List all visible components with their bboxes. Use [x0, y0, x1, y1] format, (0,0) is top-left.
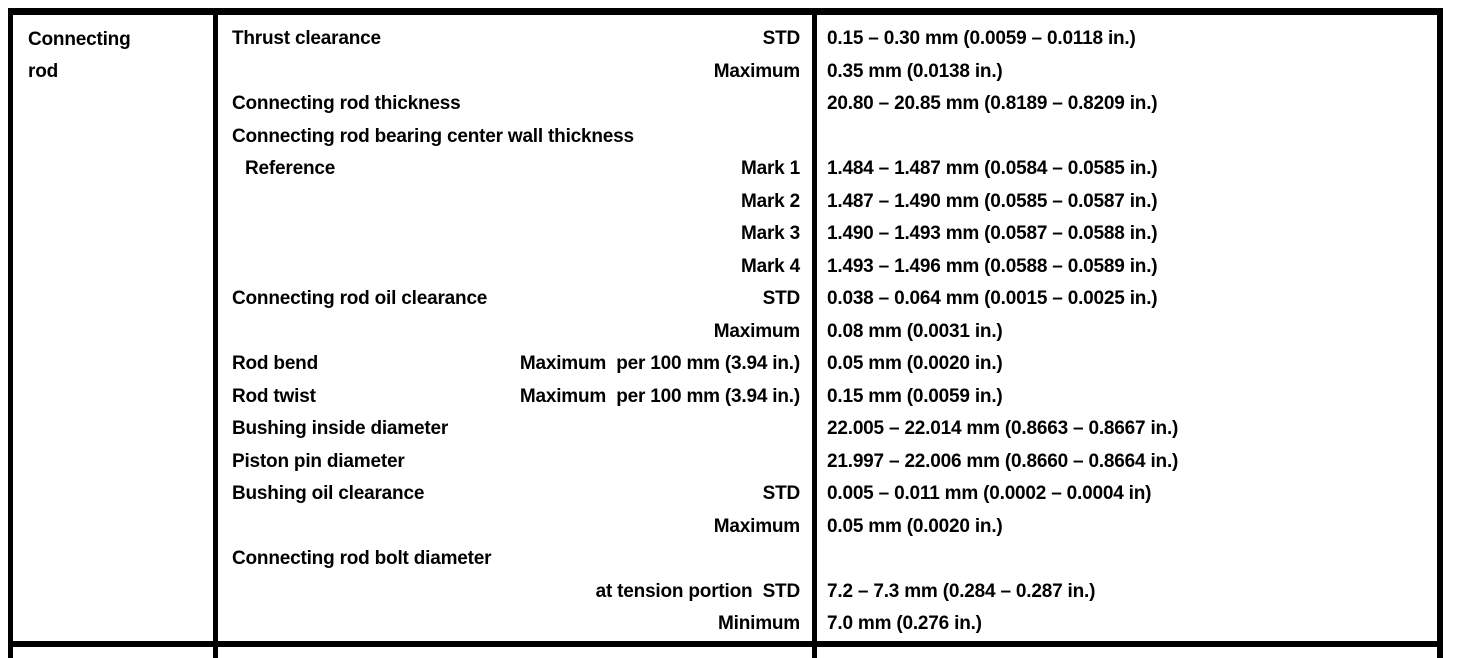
spec-name-cell: Mark 2 [218, 191, 812, 213]
spec-value: 1.490 – 1.493 mm (0.0587 – 0.0588 in.) [827, 223, 1158, 245]
table-row: Minimum 7.0 mm (0.276 in.) [218, 608, 1437, 641]
spec-name-cell: Connecting rod bearing center wall thick… [218, 126, 812, 148]
table-row: Rod bend Maximum per 100 mm (3.94 in.) 0… [218, 348, 1437, 381]
spec-qualifier: Maximum [713, 515, 800, 537]
spec-name-cell: Connecting rod bolt diameter [218, 548, 812, 570]
spec-qualifier: Maximum [713, 60, 800, 82]
spec-name-cell: Maximum [218, 61, 812, 83]
spec-name-cell: Maximum [218, 321, 812, 343]
spec-name-cell: Rod twist Maximum per 100 mm (3.94 in.) [218, 386, 812, 408]
spec-qualifier: Maximum per 100 mm (3.94 in.) [519, 385, 800, 407]
spec-name: Bushing inside diameter [232, 418, 449, 440]
spec-rows: Thrust clearance STD 0.15 – 0.30 mm (0.0… [218, 15, 1437, 641]
spec-value: 7.0 mm (0.276 in.) [827, 613, 982, 635]
spec-name-cell: Bushing oil clearance STD [218, 483, 812, 505]
spec-value: 22.005 – 22.014 mm (0.8663 – 0.8667 in.) [827, 418, 1179, 440]
spec-qualifier: STD [762, 28, 801, 50]
spec-value: 0.15 – 0.30 mm (0.0059 – 0.0118 in.) [827, 28, 1136, 50]
table-border-top [8, 8, 1443, 15]
spec-qualifier: Mark 1 [740, 158, 800, 180]
spec-value: 0.08 mm (0.0031 in.) [827, 320, 1003, 342]
spec-name-cell: Rod bend Maximum per 100 mm (3.94 in.) [218, 353, 812, 375]
table-row: Connecting rod oil clearance STD 0.038 –… [218, 283, 1437, 316]
table-row: Mark 2 1.487 – 1.490 mm (0.0585 – 0.0587… [218, 186, 1437, 219]
component-name-cell: Connecting rod [13, 15, 213, 88]
table-row: Maximum 0.05 mm (0.0020 in.) [218, 511, 1437, 544]
table-row: Mark 3 1.490 – 1.493 mm (0.0587 – 0.0588… [218, 218, 1437, 251]
table-row: Connecting rod bolt diameter [218, 543, 1437, 576]
spec-name-cell: Maximum [218, 516, 812, 538]
column-divider-value [812, 8, 817, 658]
spec-name-cell: Connecting rod oil clearance STD [218, 288, 812, 310]
spec-value: 0.35 mm (0.0138 in.) [827, 60, 1003, 82]
spec-value: 20.80 – 20.85 mm (0.8189 – 0.8209 in.) [827, 93, 1158, 115]
table-row: Maximum 0.35 mm (0.0138 in.) [218, 56, 1437, 89]
table-row: Connecting rod thickness 20.80 – 20.85 m… [218, 88, 1437, 121]
spec-name-cell: Reference Mark 1 [218, 158, 812, 180]
spec-value: 1.493 – 1.496 mm (0.0588 – 0.0589 in.) [827, 255, 1158, 277]
spec-name-cell: Mark 4 [218, 256, 812, 278]
table-row: Reference Mark 1 1.484 – 1.487 mm (0.058… [218, 153, 1437, 186]
spec-qualifier: STD [762, 288, 801, 310]
spec-value: 1.484 – 1.487 mm (0.0584 – 0.0585 in.) [827, 158, 1158, 180]
spec-value: 0.05 mm (0.0020 in.) [827, 353, 1003, 375]
table-row: Bushing inside diameter 22.005 – 22.014 … [218, 413, 1437, 446]
spec-qualifier: Mark 3 [740, 223, 800, 245]
spec-name-cell: Piston pin diameter [218, 451, 812, 473]
spec-name: Connecting rod oil clearance [232, 288, 488, 310]
spec-name: Rod bend [232, 353, 318, 375]
spec-value: 0.15 mm (0.0059 in.) [827, 385, 1003, 407]
table-row: Maximum 0.08 mm (0.0031 in.) [218, 316, 1437, 349]
spec-qualifier: Minimum [718, 613, 800, 635]
table-row: Bushing oil clearance STD 0.005 – 0.011 … [218, 478, 1437, 511]
table-row: at tension portion STD 7.2 – 7.3 mm (0.2… [218, 576, 1437, 609]
spec-qualifier: Maximum [713, 320, 800, 342]
table-row: Rod twist Maximum per 100 mm (3.94 in.) … [218, 381, 1437, 414]
spec-value: 0.038 – 0.064 mm (0.0015 – 0.0025 in.) [827, 288, 1158, 310]
spec-name-cell: at tension portion STD [218, 581, 812, 603]
table-border-left [8, 8, 13, 658]
spec-name: Rod twist [232, 385, 316, 407]
table-row: Piston pin diameter 21.997 – 22.006 mm (… [218, 446, 1437, 479]
spec-name: Piston pin diameter [232, 450, 405, 472]
spec-value: 7.2 – 7.3 mm (0.284 – 0.287 in.) [827, 580, 1096, 602]
spec-qualifier: Maximum per 100 mm (3.94 in.) [519, 353, 800, 375]
spec-name-cell: Minimum [218, 613, 812, 635]
spec-name-cell: Thrust clearance STD [218, 28, 812, 50]
table-row: Mark 4 1.493 – 1.496 mm (0.0588 – 0.0589… [218, 251, 1437, 284]
table-row-separator [8, 641, 1443, 647]
spec-name: Bushing oil clearance [232, 483, 425, 505]
spec-name-cell: Connecting rod thickness [218, 93, 812, 115]
spec-value: 0.05 mm (0.0020 in.) [827, 515, 1003, 537]
spec-qualifier: STD [762, 483, 801, 505]
spec-value: 21.997 – 22.006 mm (0.8660 – 0.8664 in.) [827, 450, 1179, 472]
spec-name: Reference [245, 158, 336, 180]
column-divider-component [213, 8, 218, 658]
spec-name-cell: Bushing inside diameter [218, 418, 812, 440]
table-border-right [1437, 8, 1443, 658]
spec-qualifier: Mark 2 [740, 190, 800, 212]
spec-qualifier: Mark 4 [740, 255, 800, 277]
spec-name: Connecting rod thickness [232, 93, 461, 115]
component-label: Connecting rod [28, 29, 131, 82]
table-row: Connecting rod bearing center wall thick… [218, 121, 1437, 154]
table-row: Thrust clearance STD 0.15 – 0.30 mm (0.0… [218, 23, 1437, 56]
spec-value: 1.487 – 1.490 mm (0.0585 – 0.0587 in.) [827, 190, 1158, 212]
spec-value: 0.005 – 0.011 mm (0.0002 – 0.0004 in) [827, 483, 1152, 505]
spec-name-cell: Mark 3 [218, 223, 812, 245]
spec-name: Connecting rod bolt diameter [232, 548, 492, 570]
spec-name: Connecting rod bearing center wall thick… [232, 125, 634, 147]
spec-name: Thrust clearance [232, 28, 381, 50]
spec-qualifier: at tension portion STD [595, 580, 801, 602]
